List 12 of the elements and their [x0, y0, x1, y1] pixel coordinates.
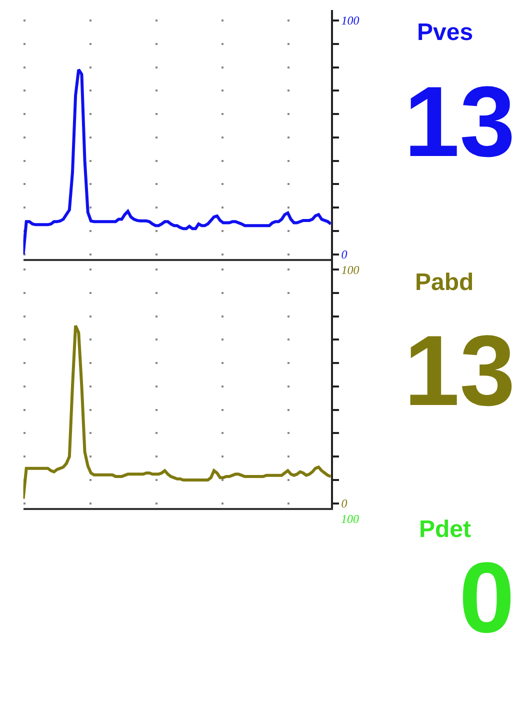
line-series: [23, 324, 331, 500]
y-tick-label: 0: [341, 496, 348, 511]
text: 13: [404, 315, 516, 427]
text: Pabd: [415, 269, 474, 296]
y-tick-label: 100: [341, 262, 360, 277]
text: Pdet: [419, 516, 472, 543]
text: 0: [459, 542, 515, 654]
text: Pves: [417, 19, 474, 46]
text: 13: [404, 66, 516, 178]
y-tick-label: 0: [341, 248, 348, 262]
y-tick-label: 100: [341, 14, 360, 28]
line-series: [23, 68, 331, 256]
